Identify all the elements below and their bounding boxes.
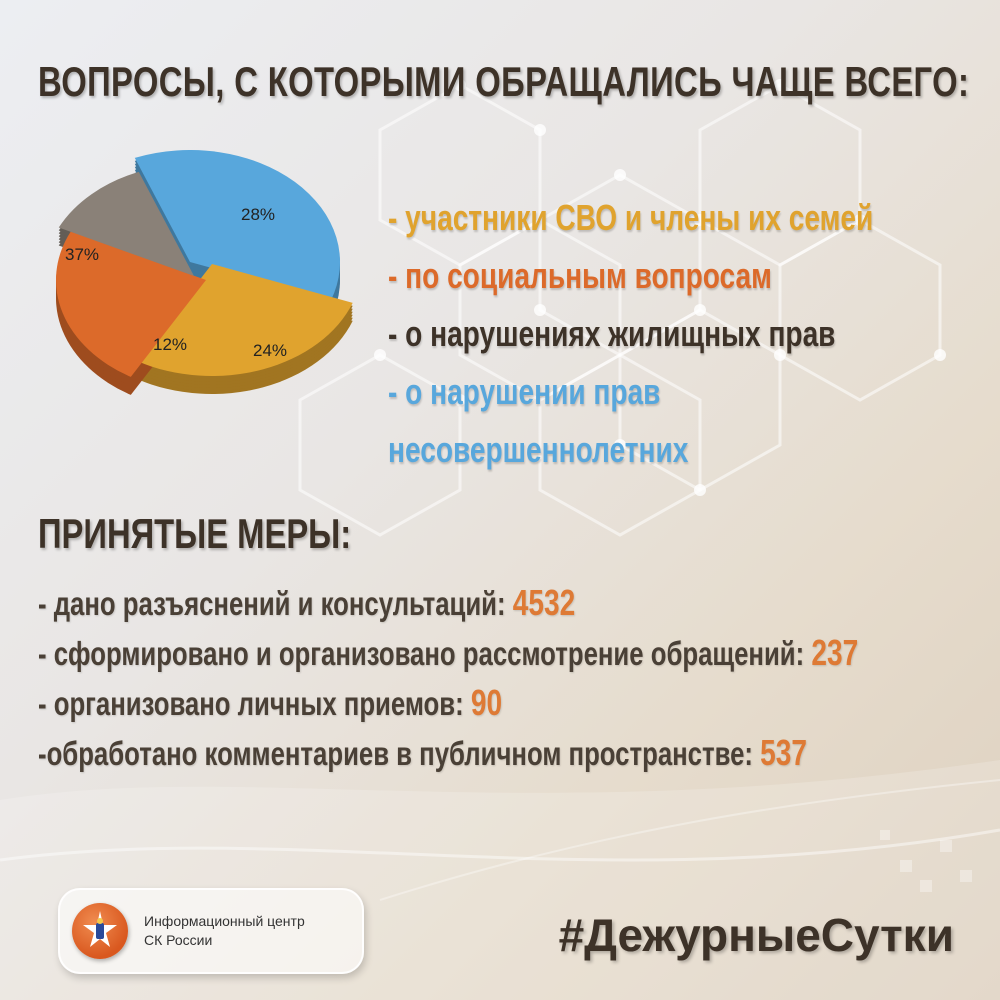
org-name-line1: Информационный центр: [144, 913, 305, 929]
legend-item-social: - по социальным вопросам: [388, 258, 880, 294]
pie-slice: [58, 171, 194, 276]
page-title: ВОПРОСЫ, С КОТОРЫМИ ОБРАЩАЛИСЬ ЧАЩЕ ВСЕГ…: [38, 58, 970, 105]
org-name-line2: СК России: [144, 932, 213, 948]
legend-item-minors: - о нарушении прав: [388, 374, 737, 410]
pie-slice: [134, 150, 341, 301]
pie-data-label: 12%: [153, 335, 187, 354]
legend-label-participants: - участники СВО и члены их семей: [388, 197, 874, 238]
legend-label-social: - по социальным вопросам: [388, 255, 772, 296]
measure-label: - организовано личных приемов:: [38, 685, 464, 722]
pie-data-label: 24%: [253, 341, 287, 360]
org-badge[interactable]: Информационный центр СК России: [58, 888, 364, 974]
hashtag[interactable]: #ДежурныеСутки: [558, 909, 954, 961]
legend-label-minors: - о нарушении прав: [388, 371, 661, 412]
legend-item-participants: - участники СВО и члены их семей: [388, 200, 1000, 236]
measures-title: ПРИНЯТЫЕ МЕРЫ:: [38, 510, 352, 557]
measure-item: - сформировано и организовано рассмотрен…: [38, 632, 1000, 674]
legend-item-minors-cont: несовершеннолетних: [388, 432, 773, 468]
measure-item: -обработано комментариев в публичном про…: [38, 732, 1000, 774]
measure-item: - дано разъяснений и консультаций: 4532: [38, 582, 727, 624]
pie-data-label: 28%: [241, 205, 275, 224]
org-name: Информационный центр СК России: [144, 912, 305, 950]
emblem-icon: [72, 903, 128, 959]
measure-value: 237: [811, 632, 859, 673]
pie-chart: 37% 28% 24% 12%: [56, 150, 353, 395]
legend-label-minors-cont: несовершеннолетних: [388, 429, 689, 470]
pie-data-label: 37%: [65, 245, 99, 264]
measure-value: 537: [760, 732, 807, 773]
measure-value: 90: [470, 682, 503, 723]
pie-slice: [56, 231, 207, 377]
measure-label: - дано разъяснений и консультаций:: [38, 585, 506, 622]
legend-label-housing: - о нарушениях жилищных прав: [388, 313, 836, 354]
measure-label: - сформировано и организовано рассмотрен…: [38, 635, 805, 672]
measure-item: - организовано личных приемов: 90: [38, 682, 633, 724]
legend-item-housing: - о нарушениях жилищных прав: [388, 316, 962, 352]
measure-label: -обработано комментариев в публичном про…: [38, 735, 753, 772]
measure-value: 4532: [512, 582, 576, 623]
